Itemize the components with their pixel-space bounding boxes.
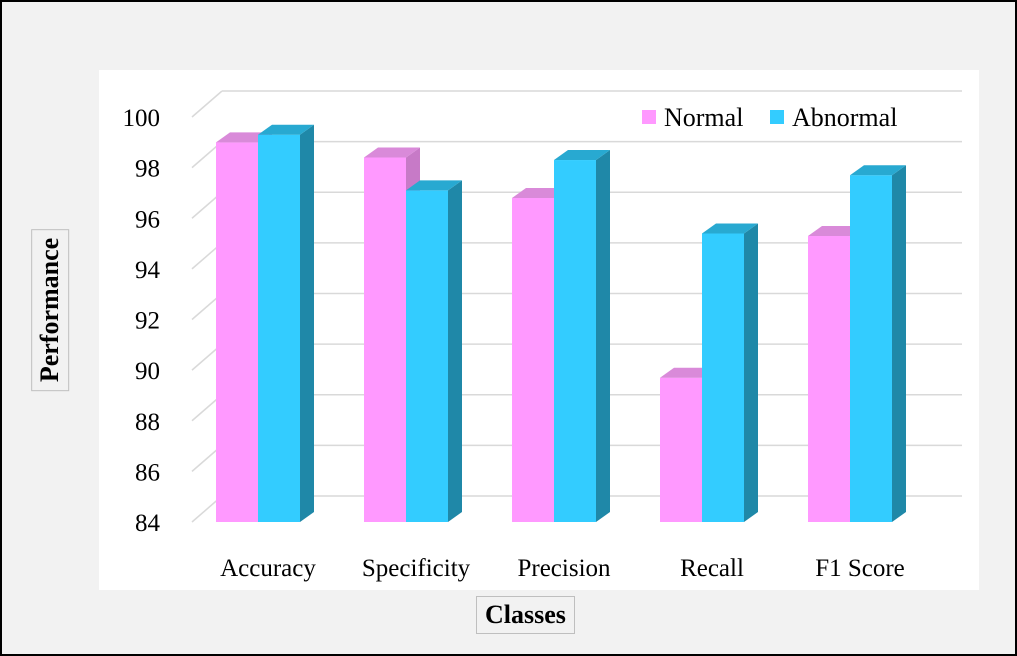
bar-normal — [660, 377, 702, 522]
y-tick-label: 86 — [135, 459, 160, 486]
bar-side — [596, 150, 610, 522]
bar-side — [300, 124, 314, 522]
bar-abnormal — [850, 175, 892, 522]
x-tick-label: Recall — [680, 555, 744, 582]
x-tick-label: Precision — [517, 555, 611, 582]
y-tick-label: 94 — [135, 257, 161, 284]
bar-normal — [216, 142, 258, 522]
bar-top — [850, 165, 906, 176]
legend-swatch — [770, 110, 784, 124]
y-tick-label: 90 — [135, 358, 160, 385]
legend-label: Abnormal — [792, 103, 897, 132]
y-tick-label: 98 — [135, 156, 160, 183]
gridline-depth — [191, 90, 223, 118]
bar-top — [554, 150, 610, 161]
y-axis-title: Performance — [31, 228, 70, 392]
y-tick-label: 92 — [135, 308, 160, 335]
bar-side — [892, 165, 906, 522]
bar-side — [448, 180, 462, 522]
y-tick-label: 100 — [123, 105, 161, 132]
bar-normal — [364, 157, 406, 522]
x-axis-title: Classes — [476, 596, 575, 634]
y-tick-label: 88 — [135, 409, 160, 436]
bar-top — [364, 147, 420, 158]
bar-top — [258, 124, 314, 135]
legend-swatch — [642, 110, 656, 124]
bar-side — [744, 223, 758, 522]
bar-normal — [808, 235, 850, 522]
bar-abnormal — [406, 190, 448, 522]
bar-abnormal — [554, 160, 596, 522]
bar-top — [406, 180, 462, 191]
x-tick-label: F1 Score — [815, 555, 905, 582]
x-tick-label: Specificity — [362, 555, 471, 582]
x-tick-label: Accuracy — [220, 555, 316, 582]
bar-abnormal — [702, 233, 744, 522]
bar-abnormal — [258, 134, 300, 522]
bar-top — [702, 223, 758, 234]
y-tick-label: 96 — [135, 206, 160, 233]
legend-label: Normal — [664, 103, 743, 132]
bar-normal — [512, 198, 554, 522]
y-tick-label: 84 — [135, 510, 161, 537]
